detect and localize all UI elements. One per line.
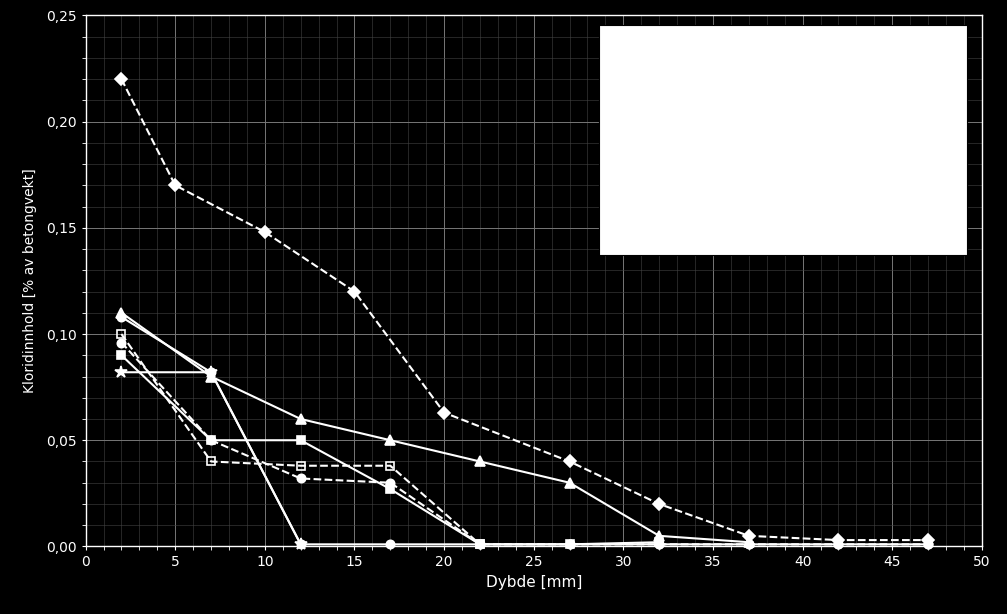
Y-axis label: Kloridinnhold [% av betongvekt]: Kloridinnhold [% av betongvekt] (23, 168, 37, 394)
X-axis label: Dybde [mm]: Dybde [mm] (485, 575, 582, 590)
